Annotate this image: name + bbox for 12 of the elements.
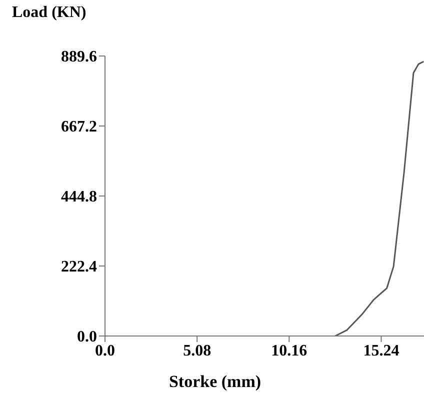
y-tick-label: 889.6 (61, 48, 97, 66)
y-axis-title: Load (KN) (12, 4, 86, 22)
x-tick-label: 10.16 (271, 342, 308, 360)
x-tick-label: 5.08 (183, 342, 212, 360)
y-tick-label: 222.4 (61, 258, 97, 276)
y-tick-label: 667.2 (61, 118, 97, 136)
line-series (334, 60, 424, 336)
x-axis-title: Storke (mm) (168, 372, 262, 392)
x-tick-label: 15.24 (363, 342, 400, 360)
y-tick-label: 0.0 (77, 328, 97, 346)
y-tick-label: 444.8 (61, 188, 97, 206)
x-tick-label: 0.0 (95, 342, 115, 360)
